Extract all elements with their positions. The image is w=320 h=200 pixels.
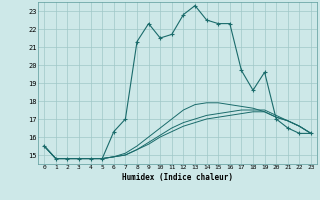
X-axis label: Humidex (Indice chaleur): Humidex (Indice chaleur) xyxy=(122,173,233,182)
